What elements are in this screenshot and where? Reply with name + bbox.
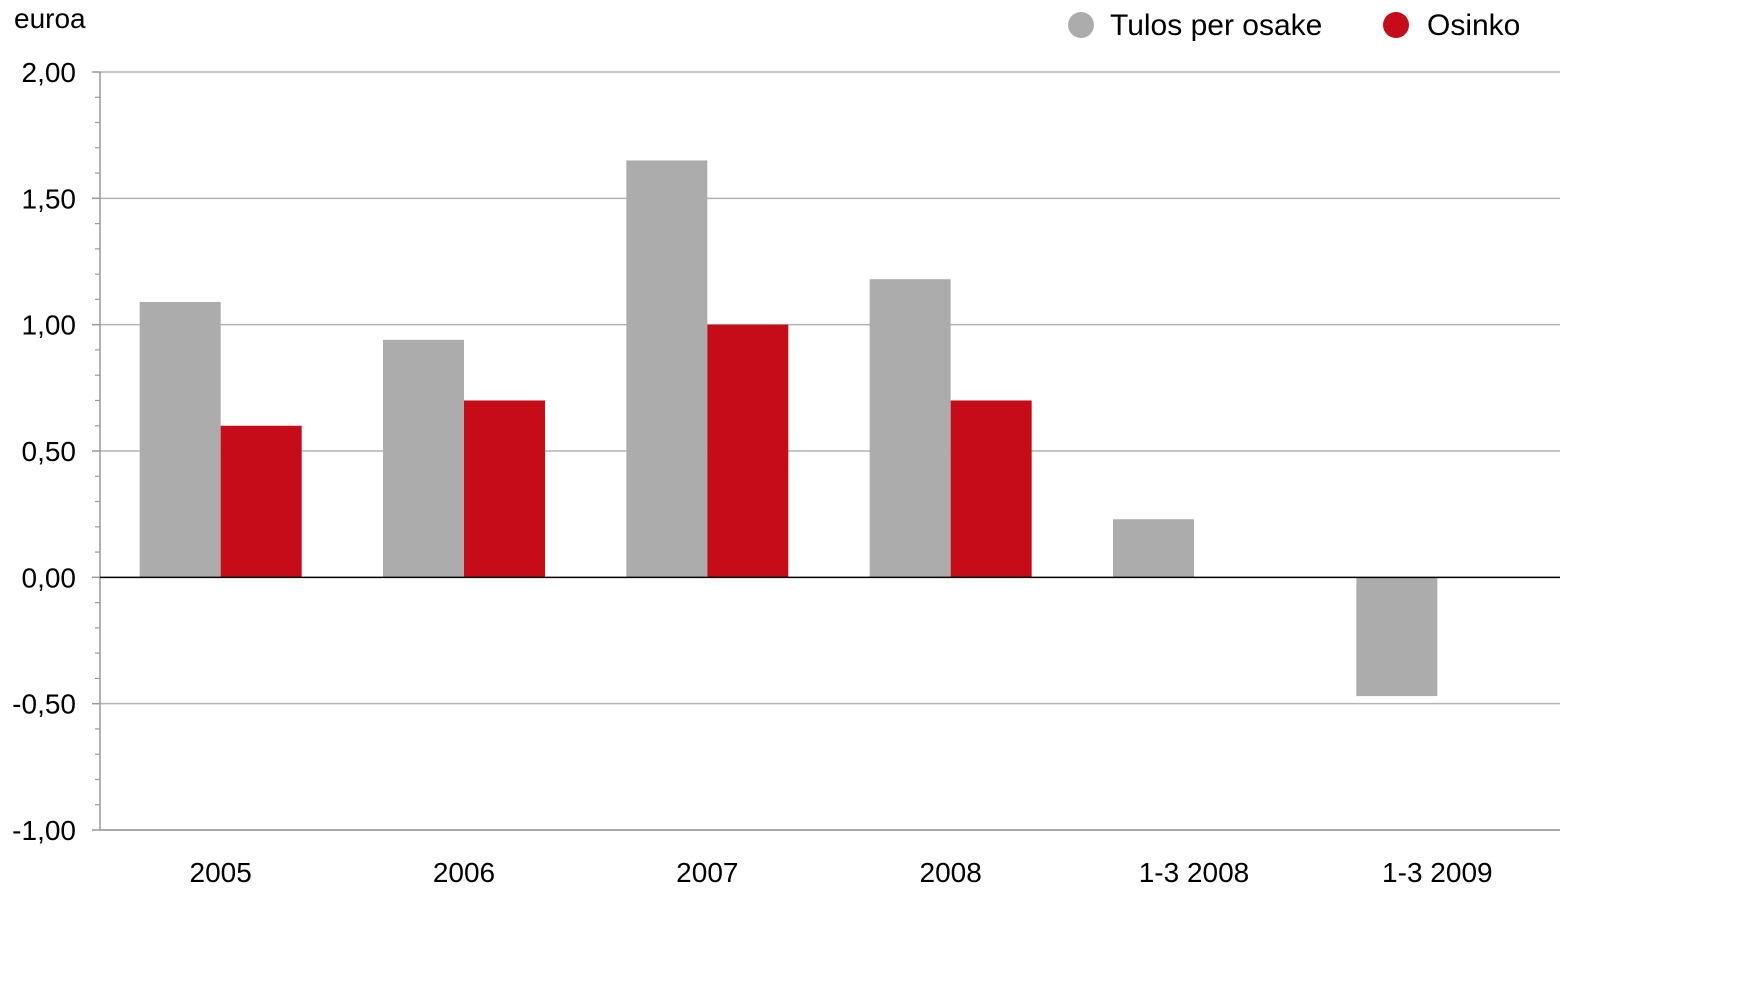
bar-osinko xyxy=(220,425,302,578)
legend: Tulos per osake Osinko xyxy=(1068,9,1520,42)
legend-marker-osinko xyxy=(1383,12,1409,38)
gridlines xyxy=(100,71,1560,831)
y-tick-label: 1,00 xyxy=(22,310,77,341)
x-tick-label: 2008 xyxy=(920,857,982,888)
bar-osinko xyxy=(707,324,789,578)
bar-tulos-per-osake xyxy=(139,301,221,578)
y-tick-label: 2,00 xyxy=(22,57,77,88)
legend-label-tulos-per-osake: Tulos per osake xyxy=(1110,9,1322,42)
bar-tulos-per-osake xyxy=(869,279,951,578)
y-tick-label: 1,50 xyxy=(22,183,77,214)
bar-tulos-per-osake xyxy=(1113,519,1194,578)
bar-osinko xyxy=(950,400,1032,578)
x-tick-label: 2005 xyxy=(190,857,252,888)
x-tick-label: 1-3 2008 xyxy=(1139,857,1250,888)
bar-tulos-per-osake xyxy=(383,339,464,578)
x-tick-label: 2007 xyxy=(676,857,738,888)
y-tick-label: -1,00 xyxy=(12,815,76,846)
y-tick-label: -0,50 xyxy=(12,689,76,720)
bar-tulos-per-osake xyxy=(1356,577,1438,697)
x-tick-label: 2006 xyxy=(433,857,495,888)
legend-marker-tulos-per-osake xyxy=(1068,12,1094,38)
axes xyxy=(92,71,1560,831)
legend-label-osinko: Osinko xyxy=(1427,9,1520,42)
y-axis-minor-ticks xyxy=(95,96,100,806)
y-tick-label: 0,50 xyxy=(22,436,77,467)
bars xyxy=(139,160,1438,697)
tick-labels: 2,00 1,50 1,00 0,50 0,00 -0,50 -1,00 2005 2006 20… xyxy=(12,57,1492,888)
y-tick-label: 0,00 xyxy=(22,562,77,593)
bar-osinko xyxy=(464,400,545,578)
y-axis-unit-label: euroa xyxy=(14,3,86,34)
x-tick-label: 1-3 2009 xyxy=(1382,857,1493,888)
bar-tulos-per-osake xyxy=(626,160,708,578)
